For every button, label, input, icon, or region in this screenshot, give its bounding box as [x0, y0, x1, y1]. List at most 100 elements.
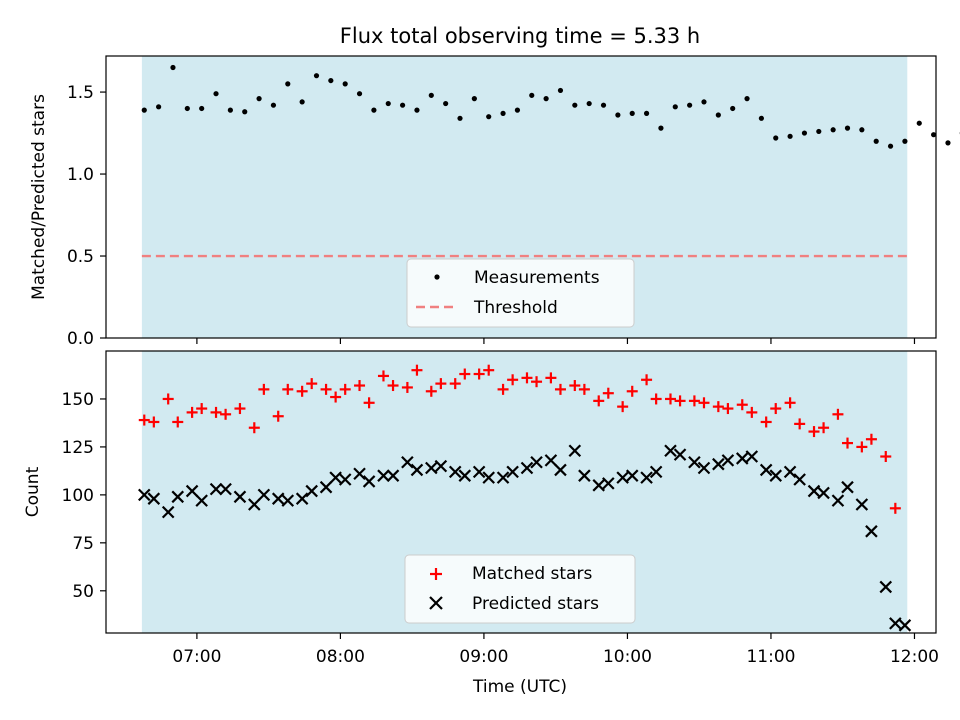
- measurement-point: [141, 107, 147, 113]
- matched-star-point: [770, 403, 782, 415]
- legend-measurements-marker: [434, 274, 440, 280]
- bottom-y-tick-label: 125: [62, 438, 94, 458]
- matched-star-point: [808, 426, 820, 438]
- measurement-point: [887, 143, 894, 149]
- predicted-star-point: [712, 457, 725, 471]
- matched-star-point: [602, 387, 614, 399]
- predicted-star-point: [640, 471, 653, 484]
- matched-star-point: [626, 385, 638, 397]
- matched-star-point: [880, 451, 892, 463]
- matched-star-point: [832, 408, 844, 420]
- matched-star-point: [339, 383, 351, 395]
- matched-star-point: [794, 418, 806, 430]
- matched-star-point: [196, 403, 208, 415]
- matched-star-point: [296, 385, 308, 397]
- matched-star-point: [449, 378, 461, 390]
- measurement-point: [242, 109, 248, 115]
- predicted-star-point: [353, 467, 366, 481]
- measurement-point: [572, 102, 578, 108]
- predicted-star-point: [831, 494, 845, 507]
- predicted-star-point: [807, 484, 821, 498]
- matched-star-point: [569, 380, 581, 392]
- matched-star-point: [387, 380, 399, 392]
- predicted-star-point: [855, 498, 869, 511]
- predicted-star-point: [219, 482, 232, 496]
- measurement-point: [500, 110, 506, 116]
- matched-star-point: [248, 422, 260, 434]
- measurement-point: [902, 138, 908, 144]
- predicted-star-point: [319, 480, 333, 494]
- measurement-point: [687, 102, 693, 108]
- predicted-star-point: [592, 479, 606, 492]
- predicted-star-point: [281, 494, 295, 507]
- measurement-point: [744, 96, 750, 102]
- measurement-point: [586, 100, 592, 107]
- predicted-star-point: [171, 490, 185, 504]
- matched-star-point: [210, 406, 222, 418]
- matched-star-point: [435, 378, 447, 390]
- predicted-star-point: [458, 469, 472, 482]
- predicted-star-point: [434, 459, 448, 473]
- matched-star-point: [593, 395, 605, 407]
- predicted-star-point: [506, 465, 519, 479]
- predicted-star-point: [472, 465, 486, 479]
- predicted-star-point: [697, 461, 711, 475]
- matched-star-point: [459, 368, 471, 380]
- bottom-legend-box: [404, 554, 636, 624]
- measurement-point: [773, 135, 779, 141]
- predicted-star-point: [185, 484, 199, 498]
- predicted-star-point: [401, 455, 414, 469]
- predicted-star-point: [783, 465, 797, 479]
- predicted-star-point: [496, 471, 510, 484]
- measurement-point: [227, 107, 233, 113]
- predicted-star-point: [673, 448, 687, 461]
- predicted-star-point: [568, 444, 582, 458]
- x-tick-label: 12:00: [890, 647, 939, 667]
- predicted-star-point: [745, 450, 759, 463]
- measurement-point: [299, 99, 305, 105]
- predicted-star-point: [721, 454, 735, 467]
- predicted-star-point: [616, 471, 629, 484]
- matched-star-point: [320, 383, 332, 395]
- matched-star-point: [760, 416, 772, 428]
- matched-star-point: [483, 364, 495, 376]
- top-y-axis: 0.0 0.5 1.0 1.5: [67, 83, 106, 349]
- measurement-point: [156, 104, 162, 110]
- x-tick-label: 11:00: [746, 647, 795, 667]
- measurement-point: [643, 110, 650, 116]
- x-tick-label: 08:00: [316, 647, 365, 667]
- measurement-point: [801, 130, 808, 136]
- measurement-point: [428, 92, 434, 98]
- matched-star-point: [401, 381, 413, 393]
- measurement-point: [385, 100, 391, 107]
- measurement-point: [715, 112, 721, 118]
- predicted-star-point: [448, 465, 462, 479]
- matched-star-point: [889, 502, 901, 514]
- matched-star-point: [258, 383, 270, 395]
- bottom-y-tick-label: 75: [72, 534, 94, 554]
- measurement-point: [514, 107, 521, 113]
- predicted-star-point: [735, 452, 749, 465]
- predicted-star-point: [482, 471, 495, 484]
- predicted-star-point: [295, 492, 309, 505]
- matched-star-point: [425, 385, 437, 397]
- matched-star-point: [377, 370, 389, 382]
- matched-star-point: [578, 383, 590, 395]
- measurement-point: [758, 115, 764, 121]
- measurement-point: [543, 96, 549, 102]
- measurement-point: [443, 100, 449, 107]
- measurement-point: [859, 127, 865, 133]
- predicted-star-point: [147, 492, 161, 505]
- bottom-x-axis: 07:00 08:00 09:00 10:00 11:00 12:00: [172, 633, 939, 667]
- measurement-point: [844, 125, 851, 131]
- measurement-point: [213, 91, 219, 97]
- predicted-star-point: [377, 469, 390, 482]
- predicted-star-point: [209, 482, 223, 496]
- predicted-star-point: [425, 461, 438, 475]
- top-legend: Measurements Threshold: [406, 258, 635, 328]
- matched-star-point: [148, 416, 160, 428]
- measurement-point: [199, 105, 205, 112]
- predicted-star-point: [544, 454, 558, 467]
- top-legend-box: [406, 258, 635, 328]
- bottom-panel: 50 75 100 125 150 07:00 08:00 09:00 10:00 11:00 1…: [23, 350, 939, 697]
